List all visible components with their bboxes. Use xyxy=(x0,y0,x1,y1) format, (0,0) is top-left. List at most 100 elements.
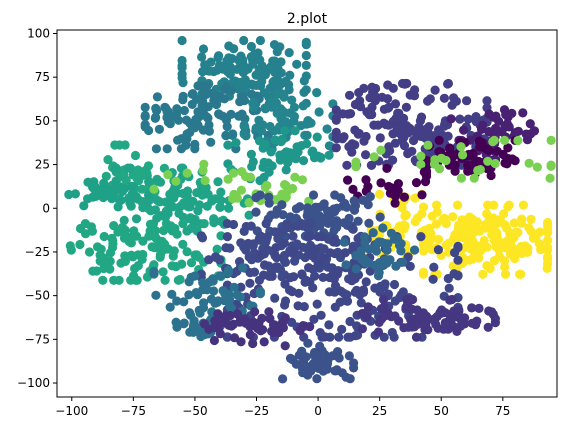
scatter-point xyxy=(324,287,334,297)
scatter-point xyxy=(270,67,280,77)
scatter-point xyxy=(146,206,156,216)
scatter-point xyxy=(449,306,459,316)
scatter-point xyxy=(316,310,326,320)
scatter-point xyxy=(489,200,499,210)
scatter-point xyxy=(145,226,155,236)
scatter-point xyxy=(140,122,150,132)
scatter-point xyxy=(223,140,233,150)
scatter-point xyxy=(416,159,426,170)
scatter-point xyxy=(195,308,205,318)
scatter-point xyxy=(439,324,449,334)
scatter-point xyxy=(246,221,256,231)
scatter-point xyxy=(477,123,487,134)
scatter-point xyxy=(185,308,195,318)
scatter-point xyxy=(271,209,281,219)
plot-frame xyxy=(56,29,558,398)
scatter-point xyxy=(543,235,553,245)
scatter-point xyxy=(331,105,341,115)
scatter-point xyxy=(444,283,454,293)
scatter-point xyxy=(358,195,368,205)
scatter-point xyxy=(417,190,427,200)
scatter-point xyxy=(255,55,265,65)
scatter-point xyxy=(223,268,233,278)
scatter-point xyxy=(297,175,307,185)
scatter-point xyxy=(209,218,219,228)
scatter-point xyxy=(357,324,367,334)
scatter-point xyxy=(349,358,359,368)
scatter-point xyxy=(177,69,187,79)
scatter-point xyxy=(325,332,335,342)
scatter-point xyxy=(490,318,500,328)
scatter-point xyxy=(509,233,519,243)
scatter-point xyxy=(359,136,369,146)
scatter-point xyxy=(358,287,369,297)
scatter-point xyxy=(198,100,208,110)
scatter-point xyxy=(248,97,258,108)
scatter-point xyxy=(254,115,264,125)
y-tick-label: −50 xyxy=(25,289,50,303)
scatter-point xyxy=(331,133,341,143)
scatter-point xyxy=(238,263,248,273)
scatter-point xyxy=(127,181,137,191)
scatter-point xyxy=(522,247,533,257)
scatter-point xyxy=(351,264,361,274)
scatter-point xyxy=(330,302,340,312)
scatter-point xyxy=(145,219,156,229)
scatter-point xyxy=(98,275,108,285)
scatter-point xyxy=(427,244,437,255)
scatter-point xyxy=(369,152,379,162)
scatter-point xyxy=(343,175,353,185)
scatter-point xyxy=(410,193,420,203)
scatter-point xyxy=(222,232,232,242)
scatter-point xyxy=(105,256,115,266)
scatter-point xyxy=(513,135,523,146)
scatter-point xyxy=(199,298,209,308)
scatter-point xyxy=(140,112,150,122)
scatter-point xyxy=(182,247,192,257)
scatter-point xyxy=(300,361,310,371)
scatter-point xyxy=(499,105,510,115)
scatter-point xyxy=(247,255,257,265)
scatter-point xyxy=(289,111,300,122)
scatter-point xyxy=(290,172,300,182)
x-tick-label: 75 xyxy=(495,404,510,418)
y-tick-label: 100 xyxy=(27,26,50,40)
x-tick-label: −50 xyxy=(182,404,207,418)
scatter-point xyxy=(281,165,291,175)
scatter-point xyxy=(543,252,553,262)
scatter-point xyxy=(239,120,249,130)
scatter-point xyxy=(448,212,458,222)
scatter-point xyxy=(350,125,360,135)
scatter-point xyxy=(543,227,553,238)
scatter-point xyxy=(149,243,159,253)
scatter-point xyxy=(301,60,311,70)
scatter-point xyxy=(171,176,181,186)
scatter-point xyxy=(399,224,409,234)
scatter-point xyxy=(448,151,458,161)
scatter-point xyxy=(489,256,500,266)
scatter-point xyxy=(374,317,384,327)
scatter-point xyxy=(289,102,299,112)
scatter-point xyxy=(204,255,214,265)
scatter-point xyxy=(193,107,203,117)
scatter-point xyxy=(495,216,505,226)
scatter-point xyxy=(199,91,209,101)
scatter-point xyxy=(380,255,390,265)
scatter-point xyxy=(256,231,266,241)
scatter-point xyxy=(105,248,116,258)
scatter-point xyxy=(356,246,366,256)
scatter-point xyxy=(206,137,216,147)
scatter-point xyxy=(453,270,463,280)
scatter-point xyxy=(101,171,111,181)
scatter-point xyxy=(193,81,203,91)
scatter-point xyxy=(166,221,176,231)
scatter-point xyxy=(269,97,279,107)
scatter-point xyxy=(390,99,401,109)
scatter-point xyxy=(312,132,322,142)
scatter-point xyxy=(487,307,497,317)
scatter-point xyxy=(114,275,124,285)
scatter-point xyxy=(131,214,142,224)
scatter-point xyxy=(84,247,95,257)
scatter-point xyxy=(285,148,295,158)
